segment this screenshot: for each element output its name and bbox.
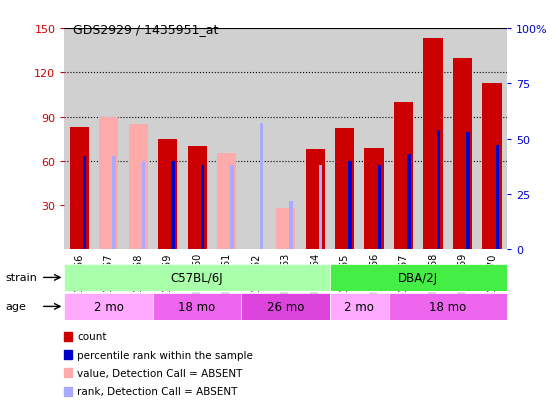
Bar	[289, 201, 293, 250]
Text: 26 mo: 26 mo	[267, 300, 304, 313]
Text: C57BL/6J: C57BL/6J	[171, 271, 223, 284]
Text: age: age	[6, 301, 26, 312]
Bar	[377, 166, 381, 250]
Text: count: count	[77, 332, 107, 342]
Bar	[158, 139, 177, 250]
Bar	[188, 147, 207, 250]
Bar	[94, 29, 123, 250]
Text: 2 mo: 2 mo	[94, 300, 124, 313]
Bar	[394, 102, 413, 250]
Text: percentile rank within the sample: percentile rank within the sample	[77, 350, 253, 360]
Text: value, Detection Call = ABSENT: value, Detection Call = ABSENT	[77, 368, 243, 378]
Text: 18 mo: 18 mo	[179, 300, 216, 313]
Bar	[330, 29, 360, 250]
Text: 2 mo: 2 mo	[344, 300, 374, 313]
Bar	[112, 157, 116, 250]
Bar	[483, 83, 502, 250]
Bar	[335, 129, 354, 250]
Bar	[271, 29, 300, 250]
Bar	[306, 150, 325, 250]
Text: strain: strain	[6, 273, 38, 283]
Bar	[389, 29, 418, 250]
Bar	[153, 293, 241, 320]
Bar	[453, 58, 472, 250]
Bar	[142, 161, 145, 250]
Bar	[260, 124, 263, 250]
Bar	[496, 146, 499, 250]
Bar	[69, 128, 88, 250]
Bar	[276, 209, 295, 250]
Text: rank, Detection Call = ABSENT: rank, Detection Call = ABSENT	[77, 386, 238, 396]
Bar	[448, 29, 477, 250]
Bar	[477, 29, 507, 250]
Bar	[217, 154, 236, 250]
Bar	[64, 264, 330, 291]
Bar	[300, 29, 330, 250]
Bar	[330, 264, 507, 291]
Bar	[319, 166, 322, 250]
Bar	[153, 29, 183, 250]
Bar	[241, 29, 271, 250]
Text: DBA/2J: DBA/2J	[398, 271, 438, 284]
Bar	[129, 125, 148, 250]
Text: 18 mo: 18 mo	[429, 300, 466, 313]
Bar	[212, 29, 241, 250]
Bar	[348, 161, 352, 250]
Bar	[407, 155, 410, 250]
Bar	[418, 29, 448, 250]
Bar	[64, 29, 94, 250]
Bar	[319, 166, 322, 250]
Bar	[200, 166, 204, 250]
Text: GDS2929 / 1435951_at: GDS2929 / 1435951_at	[73, 23, 218, 36]
Bar	[437, 131, 440, 250]
Bar	[330, 293, 389, 320]
Bar	[64, 293, 153, 320]
Bar	[466, 133, 470, 250]
Bar	[360, 29, 389, 250]
Bar	[241, 293, 330, 320]
Bar	[123, 29, 153, 250]
Bar	[423, 39, 442, 250]
Bar	[389, 293, 507, 320]
Bar	[99, 117, 118, 250]
Bar	[171, 161, 175, 250]
Bar	[365, 148, 384, 250]
Bar	[230, 166, 234, 250]
Bar	[183, 29, 212, 250]
Bar	[83, 157, 86, 250]
